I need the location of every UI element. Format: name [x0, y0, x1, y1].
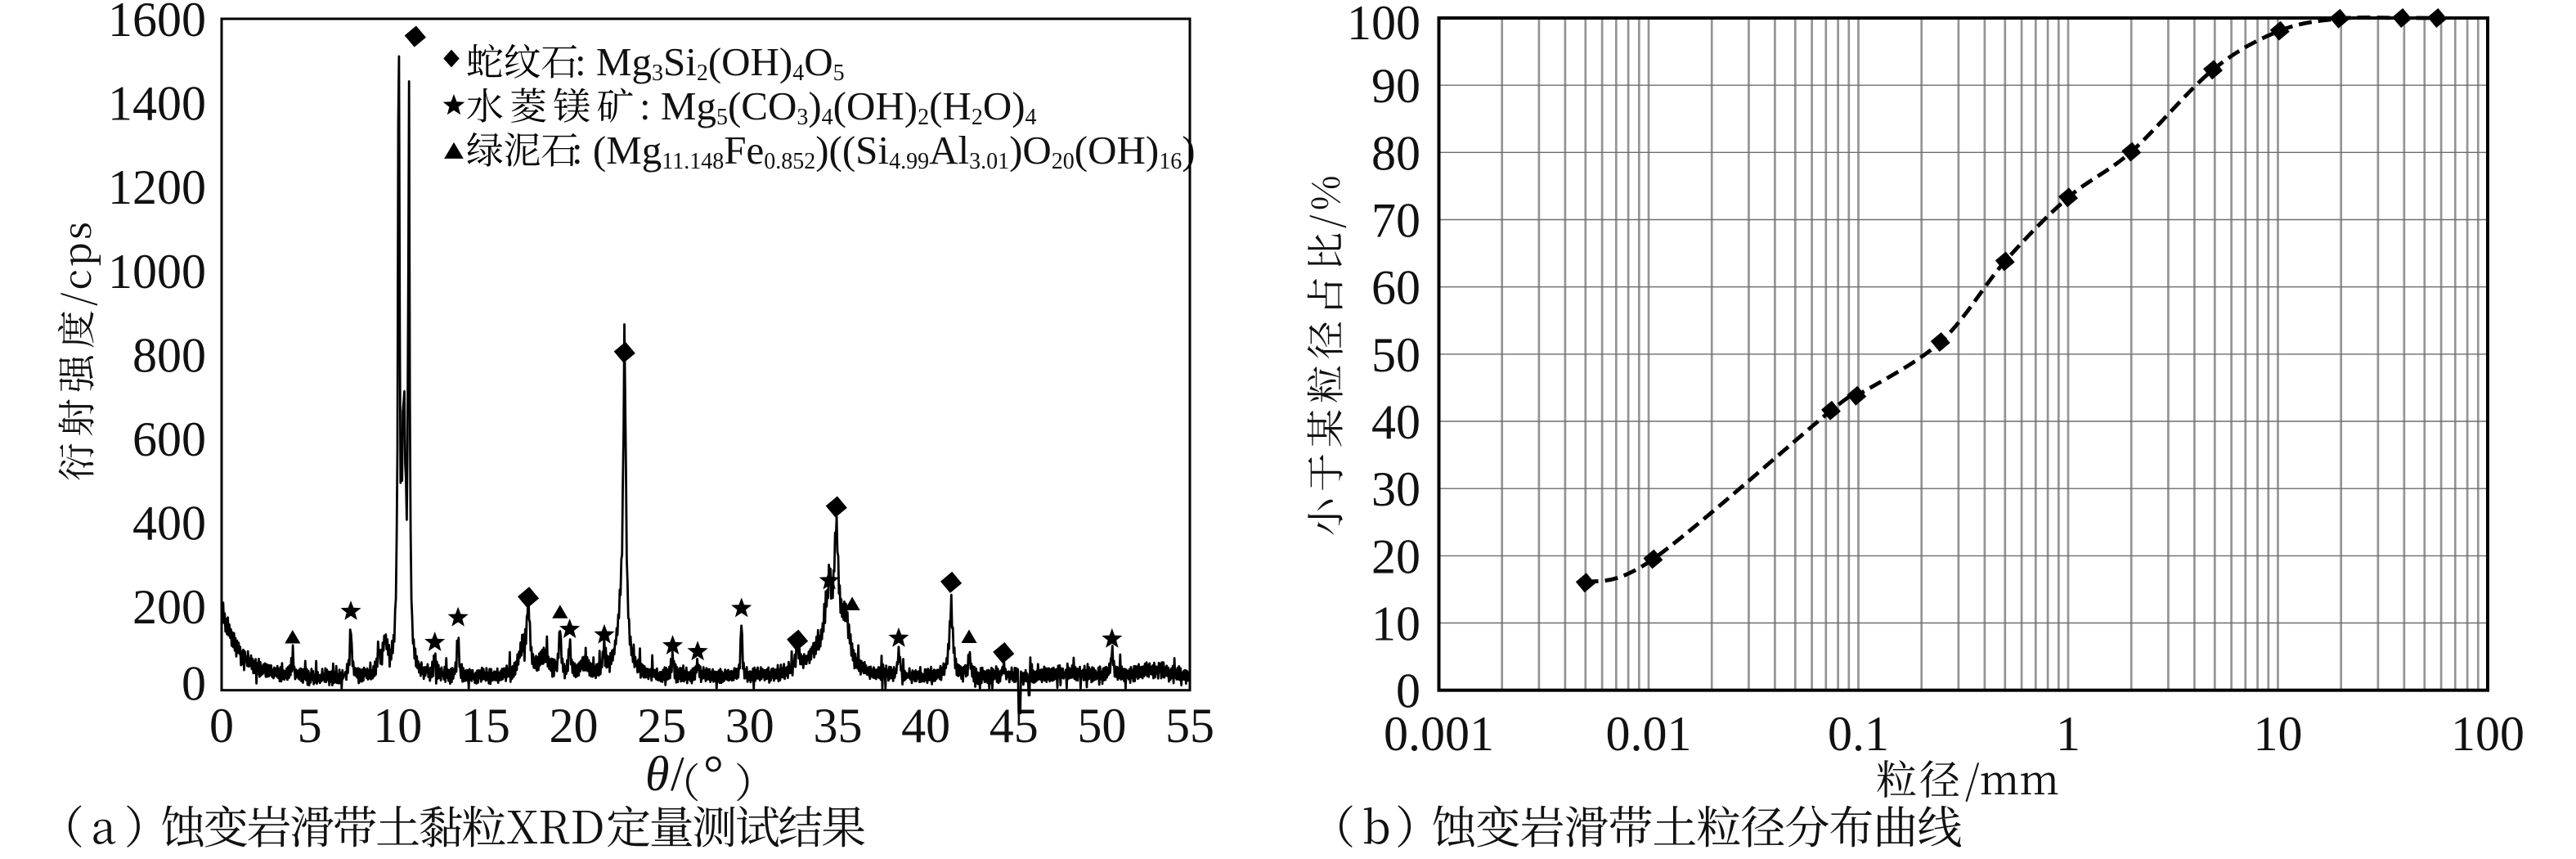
svg-text:θ: θ	[645, 747, 669, 801]
svg-text:55: 55	[1165, 699, 1214, 753]
svg-text:70: 70	[1371, 194, 1420, 248]
svg-text:0.001: 0.001	[1384, 707, 1494, 761]
svg-text:: (Mg11.148​Fe0.852​)((Si4.99​: : (Mg11.148​Fe0.852​)((Si4.99​Al3.01​)O2…	[572, 128, 1196, 174]
svg-text:1400: 1400	[108, 77, 206, 131]
svg-text:1000: 1000	[108, 245, 206, 299]
svg-text:50: 50	[1371, 328, 1420, 382]
svg-text:0: 0	[182, 657, 206, 711]
svg-text:800: 800	[132, 328, 206, 382]
svg-text:0: 0	[209, 699, 234, 753]
svg-text:90: 90	[1371, 59, 1420, 113]
svg-text:40: 40	[1371, 395, 1420, 449]
svg-text:°: °	[703, 746, 724, 802]
svg-text:1600: 1600	[108, 0, 206, 47]
svg-text:25: 25	[637, 699, 686, 753]
svg-text:5: 5	[298, 699, 322, 753]
svg-text:400: 400	[132, 497, 206, 551]
svg-text:50: 50	[1077, 699, 1126, 753]
svg-text:100: 100	[2451, 707, 2524, 761]
svg-text:/: /	[671, 747, 684, 801]
svg-text:10: 10	[1371, 597, 1420, 651]
svg-text:100: 100	[1347, 0, 1420, 50]
svg-text:: Mg3​Si2​(OH)4​O5​: : Mg3​Si2​(OH)4​O5​	[575, 39, 845, 86]
svg-text:20: 20	[550, 699, 599, 753]
svg-text:: Mg5​(CO3​)4​(OH)2​(H2​O)4​: : Mg5​(CO3​)4​(OH)2​(H2​O)4​	[640, 83, 1037, 130]
svg-text:45: 45	[990, 699, 1039, 753]
svg-text:30: 30	[1371, 462, 1420, 516]
svg-text:200: 200	[132, 580, 206, 634]
svg-text:40: 40	[901, 699, 950, 753]
svg-text:80: 80	[1371, 126, 1420, 180]
svg-text:10: 10	[373, 699, 422, 753]
svg-text:0: 0	[1396, 664, 1420, 718]
svg-text:20: 20	[1371, 529, 1420, 583]
svg-text:0.01: 0.01	[1606, 707, 1692, 761]
svg-text:1200: 1200	[108, 160, 206, 214]
svg-text:600: 600	[132, 412, 206, 466]
svg-text:60: 60	[1371, 261, 1420, 315]
svg-text:15: 15	[461, 699, 510, 753]
svg-text:0.1: 0.1	[1828, 707, 1889, 761]
svg-text:1: 1	[2056, 707, 2080, 761]
svg-text:30: 30	[725, 699, 774, 753]
svg-text:35: 35	[814, 699, 863, 753]
svg-text:10: 10	[2254, 707, 2303, 761]
